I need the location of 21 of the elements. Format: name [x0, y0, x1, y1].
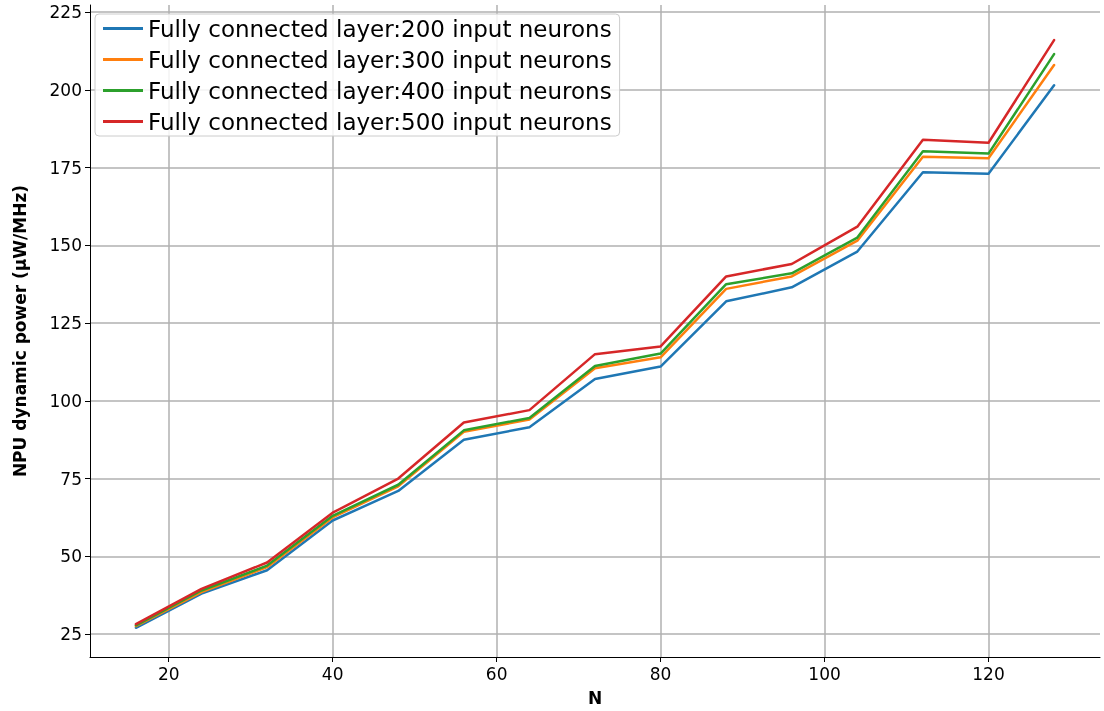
x-tick-label: 120: [972, 663, 1005, 684]
y-tick-label: 225: [49, 2, 82, 23]
y-tick-label: 150: [49, 235, 82, 256]
legend-label: Fully connected layer:500 input neurons: [148, 108, 612, 135]
y-tick-label: 75: [60, 468, 82, 489]
y-tick-label: 125: [49, 313, 82, 334]
x-tick-label: 40: [321, 663, 344, 684]
x-tick-label: 100: [808, 663, 841, 684]
y-tick-label: 100: [49, 390, 82, 411]
legend-label: Fully connected layer:200 input neurons: [148, 15, 612, 42]
y-tick-label: 200: [49, 79, 82, 100]
x-tick-label: 60: [485, 663, 508, 684]
x-tick-label: 80: [649, 663, 672, 684]
legend-label: Fully connected layer:300 input neurons: [148, 46, 612, 73]
y-tick-label: 25: [60, 623, 82, 644]
x-axis-title: N: [587, 687, 603, 708]
legend-label: Fully connected layer:400 input neurons: [148, 77, 612, 104]
y-axis-title: NPU dynamic power (μW/MHz): [9, 184, 30, 478]
y-tick-label: 50: [60, 546, 82, 567]
x-tick-label: 20: [157, 663, 180, 684]
y-tick-label: 175: [49, 157, 82, 178]
